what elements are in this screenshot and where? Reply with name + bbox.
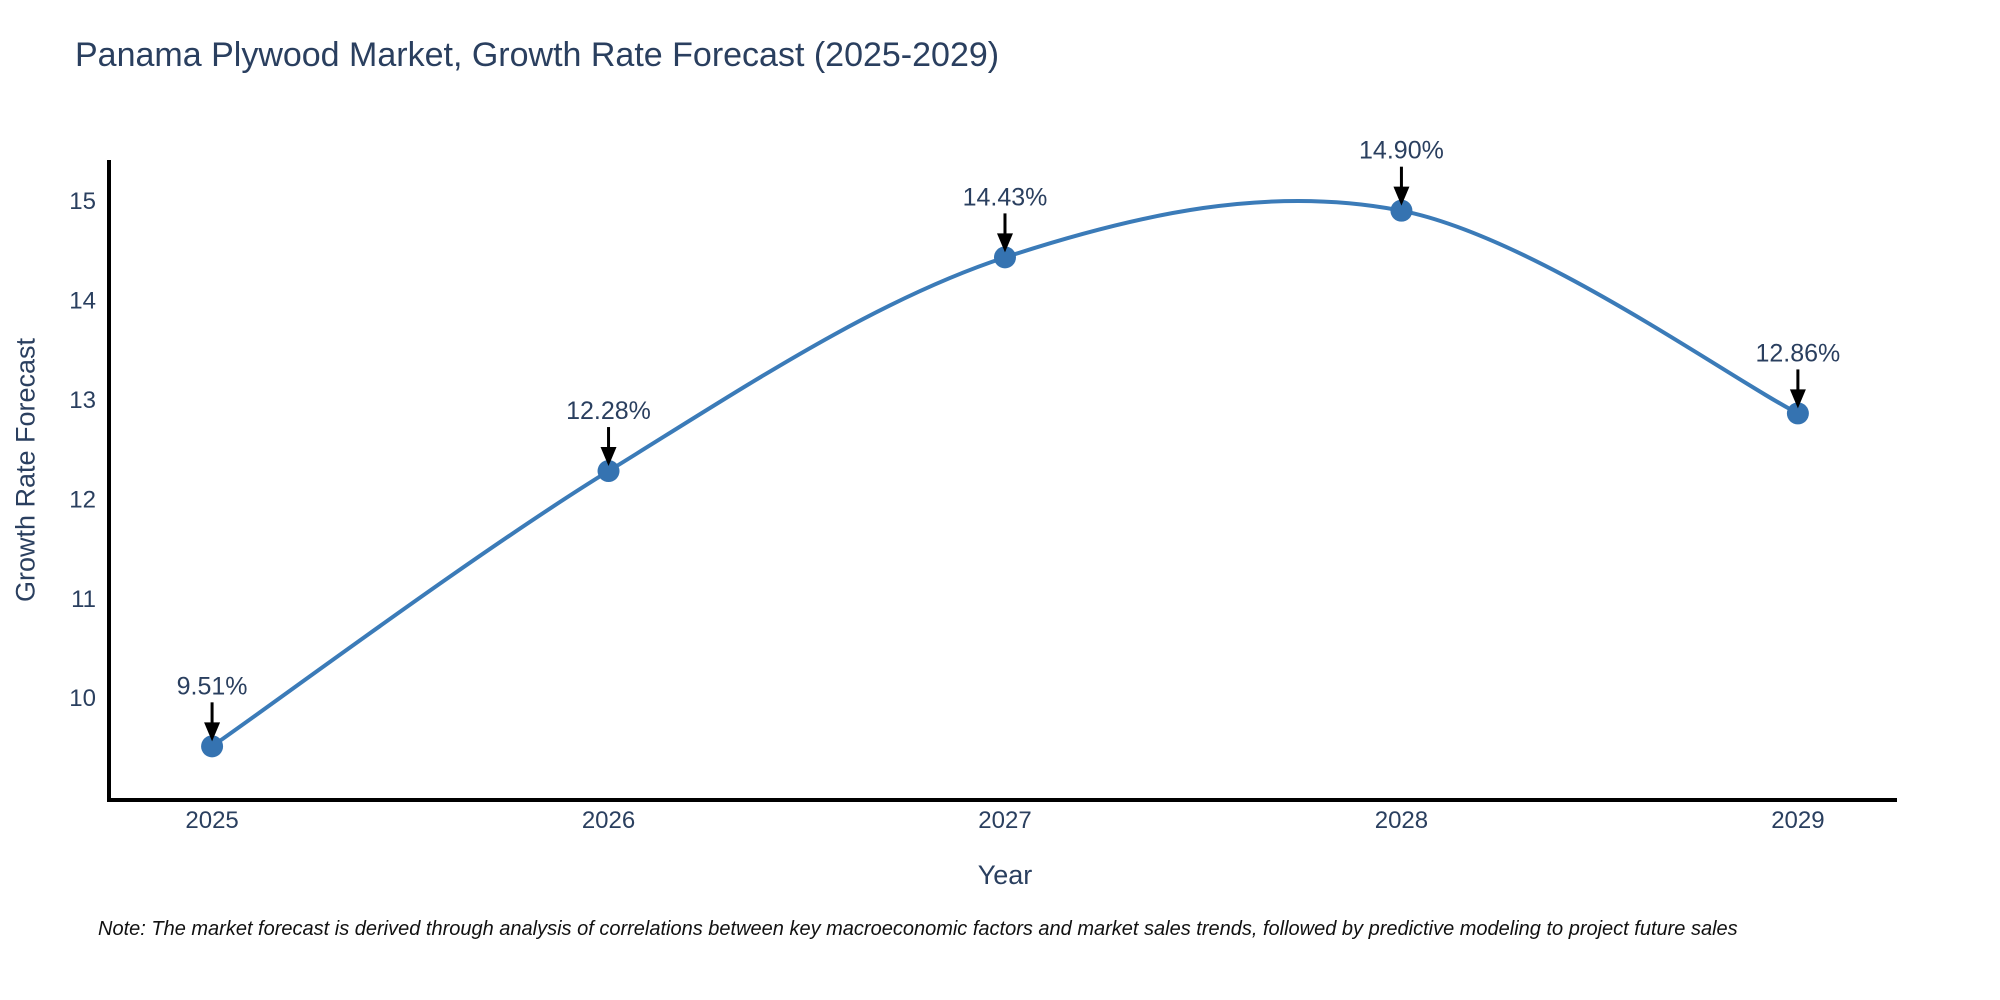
data-point-marker [597,460,620,483]
annotation-arrow-head [1393,186,1410,206]
annotation-label: 14.90% [1359,137,1444,165]
data-point-marker [993,246,1016,269]
x-tick-label: 2026 [582,807,635,834]
chart-title: Panama Plywood Market, Growth Rate Forec… [75,36,1000,74]
annotation-arrow-head [600,447,617,467]
annotation-arrow-head [996,233,1013,253]
y-tick-label: 11 [71,586,96,613]
annotation-label: 12.86% [1755,339,1840,367]
data-point-marker [201,735,224,758]
y-tick-label: 13 [69,387,96,414]
x-tick-label: 2029 [1771,807,1824,834]
annotation-label: 14.43% [963,183,1048,211]
annotation-label: 9.51% [177,672,248,700]
x-tick-label: 2027 [978,807,1031,834]
data-point-marker [1786,402,1809,425]
footnote: Note: The market forecast is derived thr… [98,918,1738,940]
x-tick-label: 2025 [185,807,238,834]
x-axis-title: Year [977,860,1033,890]
y-tick-label: 12 [69,486,96,513]
annotation-arrow-head [204,722,221,742]
data-point-marker [1390,199,1413,222]
y-tick-label: 14 [69,288,96,315]
x-tick-label: 2028 [1375,807,1428,834]
y-tick-label: 10 [69,685,96,712]
annotation-label: 12.28% [566,397,651,425]
annotation-arrow-head [1789,389,1806,409]
y-tick-label: 15 [69,188,96,215]
trend-line [210,198,1800,749]
